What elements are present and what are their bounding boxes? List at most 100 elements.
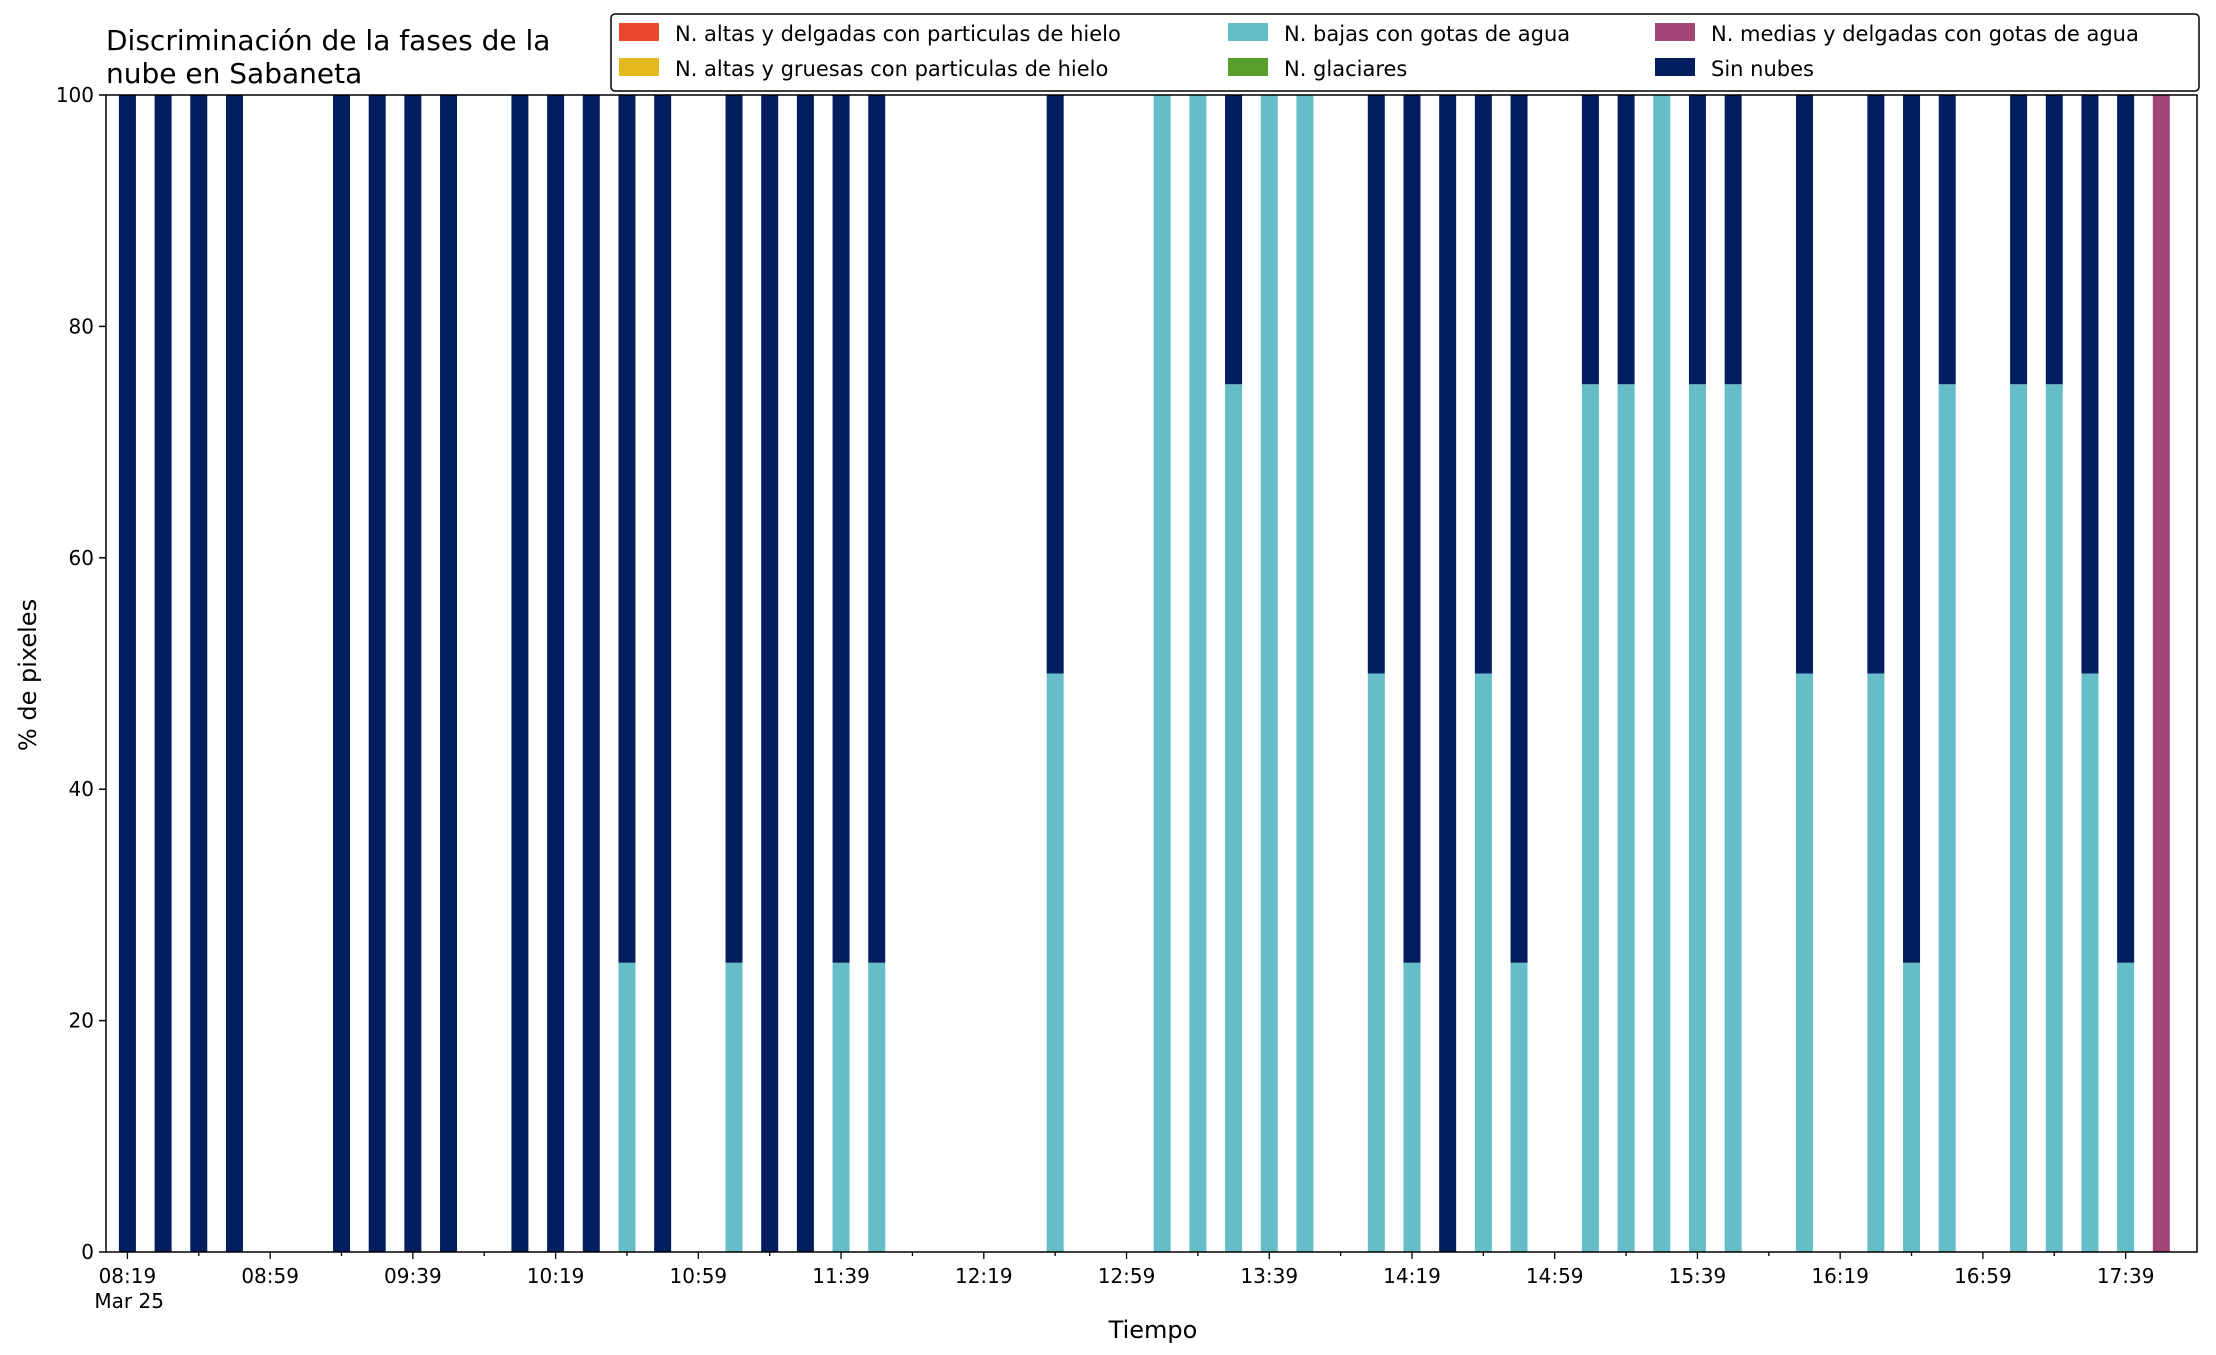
y-axis: 0 20 40 60 80 100 xyxy=(56,83,106,1264)
y-tick-label: 0 xyxy=(81,1240,94,1264)
bar-n-bajas-con-gotas-de-agua xyxy=(1724,384,1742,1252)
bar-n-medias-y-delgadas-con-gotas-de-agua xyxy=(2152,95,2170,1252)
bar-sin-nubes xyxy=(1367,95,1385,674)
bar-sin-nubes xyxy=(796,95,814,1252)
bars-group xyxy=(118,95,2170,1252)
bar-n-bajas-con-gotas-de-agua xyxy=(1510,962,1528,1252)
bar-sin-nubes xyxy=(1938,95,1956,385)
bar-sin-nubes xyxy=(368,95,386,1252)
bar-n-bajas-con-gotas-de-agua xyxy=(1367,673,1385,1252)
legend: N. altas y delgadas con particulas de hi… xyxy=(610,13,2200,92)
x-tick-label: 08:59 xyxy=(241,1264,299,1288)
bar-sin-nubes xyxy=(654,95,672,1252)
x-tick-label: 12:59 xyxy=(1098,1264,1156,1288)
bar-sin-nubes xyxy=(2010,95,2028,385)
x-tick-label: 16:19 xyxy=(1811,1264,1869,1288)
bar-sin-nubes xyxy=(725,95,743,963)
bar-sin-nubes xyxy=(582,95,600,1252)
bar-sin-nubes xyxy=(333,95,351,1252)
bar-sin-nubes xyxy=(868,95,886,963)
bar-n-bajas-con-gotas-de-agua xyxy=(1903,962,1921,1252)
bar-sin-nubes xyxy=(1046,95,1064,674)
bar-sin-nubes xyxy=(1581,95,1599,385)
x-tick-label: 11:39 xyxy=(812,1264,870,1288)
bar-n-bajas-con-gotas-de-agua xyxy=(2010,384,2028,1252)
x-axis-label: Tiempo xyxy=(1108,1316,1198,1344)
x-tick-label: 09:39 xyxy=(384,1264,442,1288)
bar-sin-nubes xyxy=(2045,95,2063,385)
bar-sin-nubes xyxy=(1439,95,1457,1252)
axes-frame xyxy=(105,94,2198,1253)
legend-entry-label: N. altas y gruesas con particulas de hie… xyxy=(675,57,1108,81)
y-tick-label: 40 xyxy=(69,777,94,801)
bar-sin-nubes xyxy=(1688,95,1706,385)
x-tick-label: 13:39 xyxy=(1240,1264,1298,1288)
bar-n-bajas-con-gotas-de-agua xyxy=(1153,95,1171,1252)
bar-sin-nubes xyxy=(2081,95,2099,674)
bar-sin-nubes xyxy=(404,95,422,1252)
chart-title-line-2: nube en Sabaneta xyxy=(106,57,362,90)
bar-sin-nubes xyxy=(1795,95,1813,674)
x-tick-label: 14:19 xyxy=(1383,1264,1441,1288)
bar-n-bajas-con-gotas-de-agua xyxy=(1296,95,1314,1252)
bar-sin-nubes xyxy=(511,95,529,1252)
bar-n-bajas-con-gotas-de-agua xyxy=(1581,384,1599,1252)
bar-n-bajas-con-gotas-de-agua xyxy=(725,962,743,1252)
legend-swatch xyxy=(619,23,659,41)
bar-n-bajas-con-gotas-de-agua xyxy=(2045,384,2063,1252)
bar-n-bajas-con-gotas-de-agua xyxy=(1260,95,1278,1252)
bar-n-bajas-con-gotas-de-agua xyxy=(2117,962,2135,1252)
y-tick-label: 20 xyxy=(69,1009,94,1033)
bar-n-bajas-con-gotas-de-agua xyxy=(1403,962,1421,1252)
x-tick-label: 17:39 xyxy=(2097,1264,2155,1288)
legend-swatch xyxy=(619,58,659,76)
y-tick-label: 80 xyxy=(69,314,94,338)
bar-n-bajas-con-gotas-de-agua xyxy=(1189,95,1207,1252)
x-tick-label: 12:19 xyxy=(955,1264,1013,1288)
legend-entry-label: Sin nubes xyxy=(1711,57,1814,81)
y-axis-label: % de pixeles xyxy=(14,599,42,751)
legend-entry-label: N. glaciares xyxy=(1284,57,1407,81)
x-tick-label: 14:59 xyxy=(1526,1264,1584,1288)
legend-entry-label: N. medias y delgadas con gotas de agua xyxy=(1711,22,2139,46)
bar-n-bajas-con-gotas-de-agua xyxy=(1046,673,1064,1252)
legend-swatch xyxy=(1655,23,1695,41)
bar-sin-nubes xyxy=(1510,95,1528,963)
chart-title: Discriminación de la fases de la nube en… xyxy=(106,24,559,90)
legend-swatch xyxy=(1228,23,1268,41)
chart-title-line-1: Discriminación de la fases de la xyxy=(106,24,550,57)
bar-sin-nubes xyxy=(1903,95,1921,963)
bar-n-bajas-con-gotas-de-agua xyxy=(868,962,886,1252)
bar-sin-nubes xyxy=(1403,95,1421,963)
legend-swatch xyxy=(1228,58,1268,76)
bar-n-bajas-con-gotas-de-agua xyxy=(1688,384,1706,1252)
bar-sin-nubes xyxy=(1867,95,1885,674)
bar-sin-nubes xyxy=(761,95,779,1252)
bar-sin-nubes xyxy=(440,95,458,1252)
bar-sin-nubes xyxy=(832,95,850,963)
bar-sin-nubes xyxy=(1724,95,1742,385)
bar-sin-nubes xyxy=(118,95,136,1252)
bar-n-bajas-con-gotas-de-agua xyxy=(2081,673,2099,1252)
x-tick-label: 16:59 xyxy=(1954,1264,2012,1288)
bar-sin-nubes xyxy=(1474,95,1492,674)
y-tick-label: 60 xyxy=(69,546,94,570)
bar-sin-nubes xyxy=(154,95,172,1252)
bar-sin-nubes xyxy=(225,95,243,1252)
bar-n-bajas-con-gotas-de-agua xyxy=(1867,673,1885,1252)
bar-sin-nubes xyxy=(1225,95,1243,385)
bar-sin-nubes xyxy=(547,95,565,1252)
legend-entry-label: N. bajas con gotas de agua xyxy=(1284,22,1570,46)
bar-sin-nubes xyxy=(618,95,636,963)
x-tick-label: 15:39 xyxy=(1669,1264,1727,1288)
bar-n-bajas-con-gotas-de-agua xyxy=(1938,384,1956,1252)
y-tick-label: 100 xyxy=(56,83,94,107)
bar-n-bajas-con-gotas-de-agua xyxy=(1653,95,1671,1252)
bar-n-bajas-con-gotas-de-agua xyxy=(1617,384,1635,1252)
bar-sin-nubes xyxy=(2117,95,2135,963)
bar-sin-nubes xyxy=(1617,95,1635,385)
bar-n-bajas-con-gotas-de-agua xyxy=(832,962,850,1252)
